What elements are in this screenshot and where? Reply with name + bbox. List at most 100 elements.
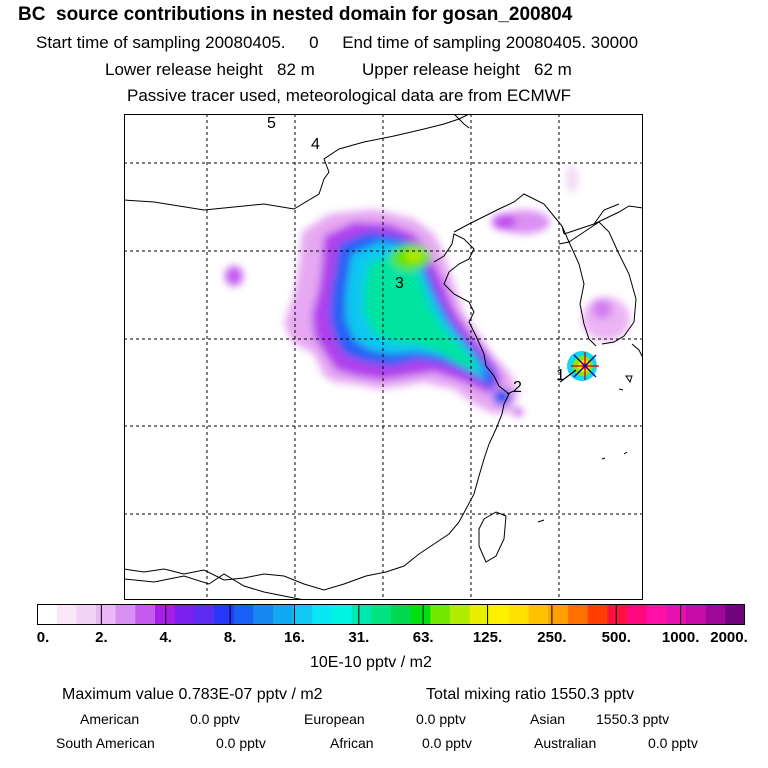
region-name-european: European xyxy=(304,711,365,727)
max-value: 0.783E-07 pptv / m2 xyxy=(178,686,323,703)
ne-border xyxy=(561,205,643,243)
colorbar-cell xyxy=(56,604,77,625)
colorbar-tick-label: 500. xyxy=(601,629,631,646)
colorbar-cell xyxy=(135,604,156,625)
colorbar-cell xyxy=(725,604,745,625)
colorbar-cell xyxy=(627,604,648,625)
coastlines xyxy=(124,114,643,600)
colorbar-cell xyxy=(410,604,431,625)
colorbar-cell xyxy=(194,604,215,625)
marker-label-3: 3 xyxy=(395,275,404,292)
marker-2-leader xyxy=(506,389,517,395)
region-value-american: 0.0 pptv xyxy=(190,711,240,727)
colorbar-cell xyxy=(489,604,510,625)
colorbar-cell xyxy=(155,604,176,625)
region-value-south-american: 0.0 pptv xyxy=(216,735,266,751)
colorbar-cell xyxy=(76,604,97,625)
lower-release-value: 82 m xyxy=(277,60,315,79)
plume-west-blob xyxy=(225,266,243,286)
plume-south-speck xyxy=(513,408,523,416)
colorbar-cell xyxy=(174,604,195,625)
island-2 xyxy=(618,388,624,391)
colorbar-cell xyxy=(332,604,353,625)
release-line: Lower release height 82 m Upper release … xyxy=(105,60,572,80)
colorbar-cell xyxy=(253,604,274,625)
colorbar-cell xyxy=(528,604,549,625)
colorbar-tick-label: 250. xyxy=(537,629,567,646)
colorbar-cell xyxy=(607,604,628,625)
ne-coast xyxy=(453,193,565,235)
plume-northeast-core xyxy=(492,214,516,230)
region-value-african: 0.0 pptv xyxy=(422,735,472,751)
colorbar-cell xyxy=(646,604,667,625)
colorbar xyxy=(37,604,745,625)
region-name-american: American xyxy=(80,711,140,727)
colorbar-dividers xyxy=(100,604,682,625)
plume-core-lime xyxy=(405,250,423,262)
star-leader xyxy=(559,369,577,383)
north-border xyxy=(124,114,470,211)
colorbar-tick-label: 63. xyxy=(412,629,434,646)
colorbar-cell xyxy=(450,604,471,625)
north-border-2 xyxy=(453,114,470,129)
colorbar-cell xyxy=(705,604,726,625)
region-value-asian: 1550.3 pptv xyxy=(596,711,670,727)
plume-teal xyxy=(364,254,478,372)
region-name-australian: Australian xyxy=(534,735,597,751)
colorbar-cell xyxy=(351,604,372,625)
region-name-south-american: South American xyxy=(56,735,155,751)
total-mixing-line: Total mixing ratio 1550.3 pptv xyxy=(426,686,634,704)
colorbar-tick-label: 8. xyxy=(223,629,237,646)
colorbar-tick-label: 125. xyxy=(472,629,503,646)
total-value: 1550.3 pptv xyxy=(550,686,635,703)
plume-korea-core xyxy=(592,299,612,319)
sampling-line: Start time of sampling 20080405. 0 End t… xyxy=(36,33,638,53)
end-label: End time of sampling xyxy=(342,33,501,52)
region-value-european: 0.0 pptv xyxy=(416,711,466,727)
colorbar-tick-label: 31. xyxy=(348,629,370,646)
tracer-note: Passive tracer used, meteorological data… xyxy=(127,86,572,105)
plume-far-north xyxy=(566,165,578,193)
marker-label-5: 5 xyxy=(267,115,276,132)
map-frame xyxy=(124,114,643,600)
colorbar-tick-label: 2. xyxy=(95,629,108,646)
region-name-asian: Asian xyxy=(530,711,566,727)
region-name-african: African xyxy=(330,735,374,751)
marker-label-4: 4 xyxy=(311,136,320,153)
colorbar-frame xyxy=(37,604,745,625)
upper-release-label: Upper release height xyxy=(362,60,520,79)
total-label: Total mixing ratio xyxy=(426,686,547,703)
colorbar-tick-label: 1000. xyxy=(661,629,700,646)
colorbar-tick-label: 16. xyxy=(284,629,305,646)
max-value-line: Maximum value 0.783E-07 pptv / m2 xyxy=(62,686,323,704)
colorbar-cell xyxy=(37,604,58,625)
colorbar-cell xyxy=(469,604,490,625)
west-border xyxy=(124,573,305,600)
receptor-star-icon xyxy=(559,352,599,383)
taiwan xyxy=(478,511,507,563)
bohai-coast xyxy=(433,233,510,405)
start-label: Start time of sampling xyxy=(36,33,201,52)
upper-release-value: 62 m xyxy=(534,60,572,79)
colorbar-cell xyxy=(292,604,313,625)
colorbar-cell xyxy=(430,604,451,625)
japan-kyushu xyxy=(631,343,643,359)
map-panel: 1 2 3 4 5 xyxy=(124,114,643,600)
colorbar-cell xyxy=(233,604,254,625)
colorbar-cell xyxy=(509,604,530,625)
plume-shanghai xyxy=(493,389,511,405)
end-value: 20080405. 30000 xyxy=(505,33,639,52)
island-1 xyxy=(625,375,633,384)
start-value: 20080405. 0 xyxy=(205,33,319,52)
colorbar-cell xyxy=(371,604,392,625)
star-stroke xyxy=(573,354,597,378)
lower-release-label: Lower release height xyxy=(105,60,263,79)
lat-lon-grid xyxy=(124,114,643,600)
colorbar-cell xyxy=(312,604,333,625)
island-4 xyxy=(623,451,628,455)
south-coast xyxy=(124,403,505,591)
colorbar-cell xyxy=(273,604,294,625)
colorbar-cell xyxy=(214,604,235,625)
marker-label-2: 2 xyxy=(513,379,522,396)
colorbar-tick-label: 4. xyxy=(159,629,172,646)
